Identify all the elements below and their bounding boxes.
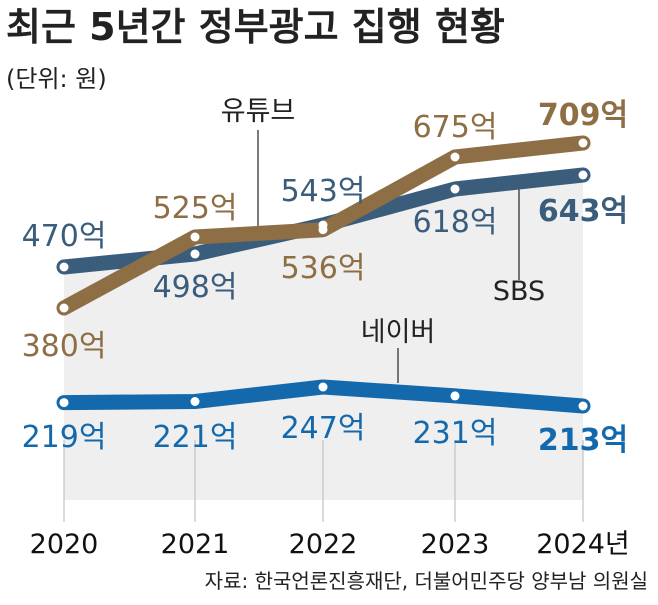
data-label-youtube-2020: 380억 [22, 329, 107, 364]
x-tick-2023: 2023 [421, 529, 490, 560]
data-label-sbs-2024: 643억 [538, 194, 628, 229]
point-sbs-2024 [578, 170, 588, 180]
x-tick-2024: 2024년 [536, 529, 630, 560]
data-label-sbs-2023: 618억 [413, 205, 498, 240]
data-label-naver-2024: 213억 [538, 423, 628, 458]
data-label-youtube-2023: 675억 [413, 110, 498, 145]
data-label-youtube-2024: 709억 [538, 98, 628, 133]
data-label-sbs-2022: 543억 [281, 174, 366, 209]
point-naver-2023 [450, 391, 460, 401]
year-gridlines [63, 440, 584, 522]
data-points [59, 138, 588, 411]
x-axis: 2020 2021 2022 2023 2024년 [30, 529, 630, 560]
x-tick-2020: 2020 [30, 529, 99, 560]
point-sbs-2020 [59, 262, 69, 272]
point-youtube-2022 [318, 225, 328, 235]
x-tick-2021: 2021 [161, 529, 230, 560]
data-label-naver-2021: 221억 [153, 420, 238, 455]
point-naver-2020 [59, 398, 69, 408]
point-sbs-2021 [190, 249, 200, 259]
data-label-naver-2020: 219억 [22, 420, 107, 455]
data-labels: 470억 498억 543억 618억 643억 380억 525억 536억 675억 709억… [22, 98, 629, 458]
series-name-sbs: SBS [493, 276, 545, 307]
point-youtube-2024 [578, 138, 588, 148]
point-youtube-2023 [450, 152, 460, 162]
data-label-youtube-2022: 536억 [281, 251, 366, 286]
data-label-sbs-2021: 498억 [153, 270, 238, 305]
series-name-connectors [257, 130, 520, 383]
x-tick-2022: 2022 [289, 529, 358, 560]
point-youtube-2021 [190, 232, 200, 242]
data-label-youtube-2021: 525억 [153, 191, 238, 226]
point-youtube-2020 [59, 303, 69, 313]
data-label-naver-2023: 231억 [413, 416, 498, 451]
point-naver-2024 [578, 401, 588, 411]
series-name-youtube: 유튜브 [221, 96, 296, 127]
source-note: 자료: 한국언론진흥재단, 더불어민주당 양부남 의원실 [205, 569, 648, 593]
series-name-naver: 네이버 [361, 317, 436, 348]
unit-label: (단위: 원) [6, 65, 107, 93]
chart-title: 최근 5년간 정부광고 집행 현황 [6, 5, 505, 49]
data-label-sbs-2020: 470억 [22, 219, 107, 254]
data-label-naver-2022: 247억 [281, 411, 366, 446]
point-naver-2021 [190, 397, 200, 406]
point-naver-2022 [318, 382, 328, 392]
point-sbs-2023 [450, 184, 460, 194]
